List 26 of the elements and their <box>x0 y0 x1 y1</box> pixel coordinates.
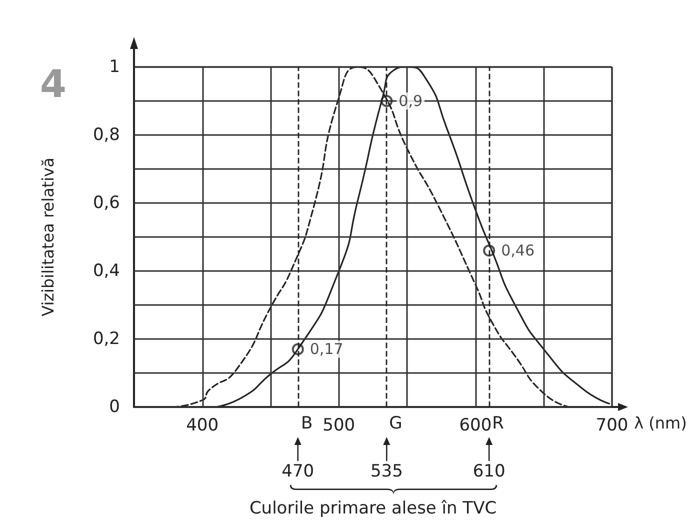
data-label: 0,46 <box>501 242 534 260</box>
text: 470 <box>282 462 314 482</box>
point <box>483 244 496 257</box>
y-axis-title: Vizibilitatea relativă <box>38 158 58 316</box>
y-tick-label: 0,6 <box>92 193 120 213</box>
y-tick-label: 0,2 <box>92 329 120 349</box>
ref-line-label: G <box>389 414 402 434</box>
y-tick-label: 0 <box>109 397 120 417</box>
point <box>380 95 393 107</box>
data-label: 0,17 <box>310 340 344 358</box>
ref-line-label: R <box>492 414 504 434</box>
x-axis-title: λ (nm) <box>634 414 687 432</box>
data-label: 0,9 <box>398 92 423 110</box>
x-tick-label: 600 <box>459 416 492 436</box>
text: 4 <box>40 62 66 106</box>
y-tick-label: 0,8 <box>92 125 120 145</box>
ref-line-label: B <box>301 414 313 434</box>
y-tick-label: 0,4 <box>92 261 120 281</box>
text: 610 <box>472 462 506 482</box>
x-tick-label: 700 <box>596 416 628 436</box>
x-tick-label: 500 <box>322 416 356 436</box>
text: 535 <box>370 462 403 482</box>
x-tick-label: 400 <box>186 416 219 436</box>
text: Culorile primare alese în TVC <box>249 498 497 518</box>
point <box>292 343 304 356</box>
y-tick-label: 1 <box>109 57 120 77</box>
